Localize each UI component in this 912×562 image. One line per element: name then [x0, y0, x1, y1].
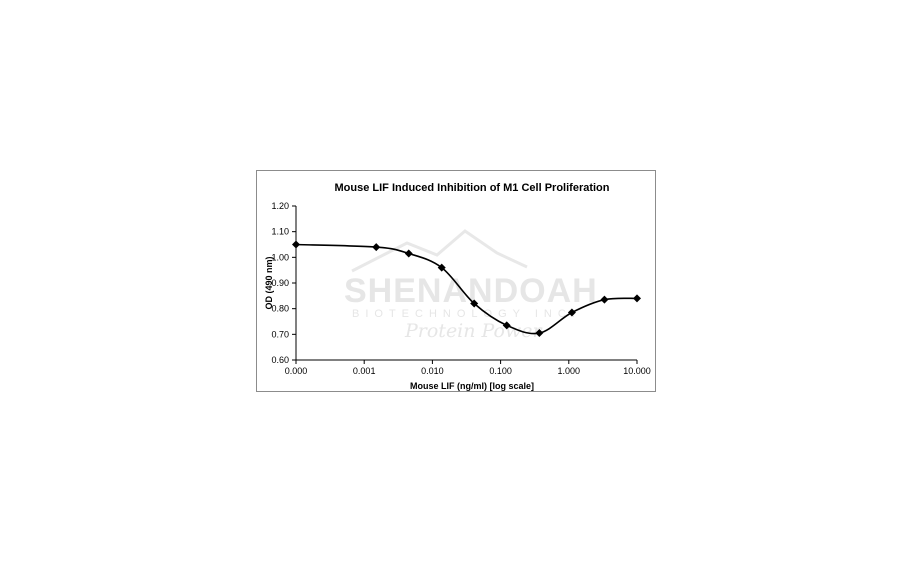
- chart-frame: SHENANDOAH BIOTECHNOLOGY INC. Protein Po…: [256, 170, 656, 392]
- x-tick-label: 0.100: [489, 366, 512, 376]
- x-axis-label: Mouse LIF (ng/ml) [log scale]: [410, 381, 534, 391]
- x-tick-label: 0.010: [421, 366, 444, 376]
- data-point: [470, 299, 479, 308]
- x-tick-label: 10.000: [623, 366, 651, 376]
- y-tick-label: 1.10: [271, 227, 289, 237]
- series-line: [295, 243, 638, 335]
- x-tick-label: 1.000: [558, 366, 581, 376]
- y-tick-label: 1.00: [271, 252, 289, 262]
- y-tick-label: 0.80: [271, 304, 289, 314]
- data-point: [600, 295, 609, 304]
- plot-area: 0.60 0.70 0.80 0.90 1.00 1.10 1.20 0.000 0.001 0.…: [271, 201, 650, 376]
- y-tick-label: 0.60: [271, 355, 289, 365]
- data-point: [535, 329, 544, 338]
- data-point: [437, 263, 446, 272]
- data-point: [633, 294, 641, 303]
- y-tick-label: 1.20: [271, 201, 289, 211]
- chart-svg: SHENANDOAH BIOTECHNOLOGY INC. Protein Po…: [264, 182, 651, 391]
- watermark-brand: SHENANDOAH: [344, 272, 598, 310]
- data-point: [502, 321, 511, 330]
- data-point: [292, 240, 300, 249]
- chart-title: Mouse LIF Induced Inhibition of M1 Cell …: [335, 182, 610, 194]
- data-point: [567, 308, 576, 317]
- x-tick-label: 0.000: [285, 366, 308, 376]
- x-tick-label: 0.001: [353, 366, 376, 376]
- data-point: [404, 249, 413, 258]
- watermark-line2: BIOTECHNOLOGY INC.: [352, 308, 581, 320]
- watermark: SHENANDOAH BIOTECHNOLOGY INC. Protein Po…: [344, 229, 598, 342]
- y-tick-label: 0.70: [271, 329, 289, 339]
- y-axis-label: OD (490 nm): [264, 256, 274, 309]
- y-tick-label: 0.90: [271, 278, 289, 288]
- watermark-mountain-icon: [351, 229, 528, 273]
- data-point: [372, 243, 381, 252]
